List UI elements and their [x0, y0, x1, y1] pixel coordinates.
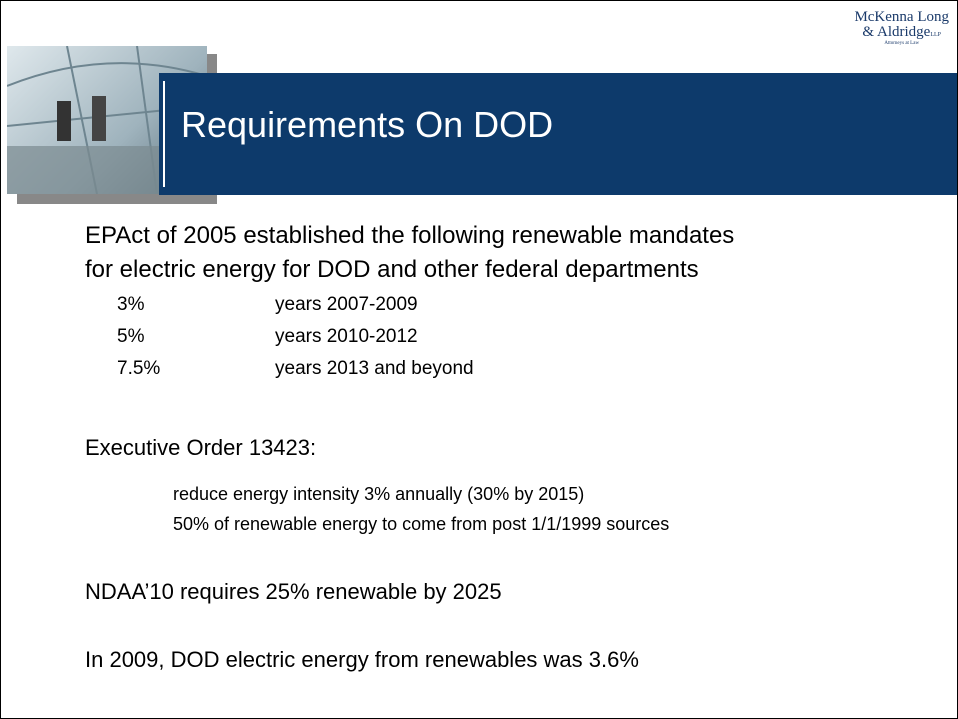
intro: EPAct of 2005 established the following …: [85, 222, 735, 283]
logo-line2: & Aldridge: [862, 24, 931, 40]
mandate-percent: 7.5%: [117, 358, 161, 379]
title-bar: [159, 73, 957, 195]
mandate-years: years 2010-2012: [275, 326, 418, 347]
logo-tagline: Attorneys at Law: [884, 41, 920, 46]
logo-line1: McKenna Long: [854, 9, 949, 25]
mandates: 3% years 2007-2009 5% years 2010-2012 7.5% ye…: [117, 294, 474, 390]
mandate-row: 5% years 2010-2012: [117, 326, 474, 358]
status: In 2009, DOD electric energy from renewa…: [85, 647, 639, 672]
mandate-years: years 2007-2009: [275, 294, 418, 315]
title: Requirements On DOD: [181, 104, 554, 145]
mandate-percent: 5%: [117, 326, 145, 347]
order-heading: Executive Order 13423:: [85, 435, 317, 460]
order-items: reduce energy intensity 3% annually (30%…: [173, 479, 669, 539]
mandate-years: years 2013 and beyond: [275, 358, 474, 379]
ndaa: NDAA’10 requires 25% renewable by 2025: [85, 579, 502, 604]
logo: McKenna Long & AldridgeLLP Attorneys at …: [854, 9, 949, 46]
logo-suffix: LLP: [930, 32, 942, 38]
mandate-row: 7.5% years 2013 and beyond: [117, 358, 474, 390]
title-bar-divider: [163, 81, 165, 187]
mandate-row: 3% years 2007-2009: [117, 294, 474, 326]
order-item: reduce energy intensity 3% annually (30%…: [173, 484, 585, 504]
order-item: 50% of renewable energy to come from pos…: [173, 514, 670, 534]
mandate-percent: 3%: [117, 294, 145, 315]
